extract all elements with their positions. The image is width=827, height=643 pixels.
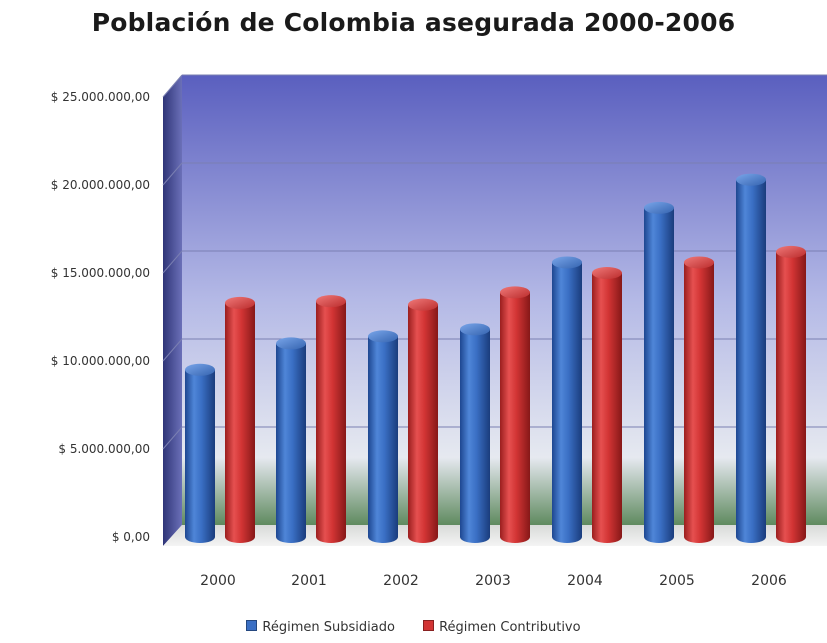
bar-subsidiado-2000 <box>185 363 215 543</box>
legend-swatch-contributivo <box>423 620 435 631</box>
bar-top <box>552 256 582 269</box>
x-tick-label: 2005 <box>659 573 695 589</box>
chart-floor <box>163 525 827 546</box>
bar-subsidiado-2002 <box>368 330 398 543</box>
y-axis: $ 0,00 $ 5.000.000,00 $ 10.000.000,00 $ 15.… <box>51 90 150 544</box>
bar-top <box>368 330 398 343</box>
chart-title: Población de Colombia asegurada 2000-200… <box>91 8 736 37</box>
bar-body <box>776 251 806 543</box>
legend: Régimen Subsidiado Régimen Contributivo <box>0 620 827 635</box>
bars <box>185 173 806 543</box>
bar-top <box>225 296 255 309</box>
bar-subsidiado-2005 <box>644 201 674 543</box>
bar-body <box>276 343 306 543</box>
bar-contributivo-2006 <box>776 245 806 543</box>
x-tick-label: 2006 <box>751 573 787 589</box>
bar-body <box>408 304 438 543</box>
bar-subsidiado-2003 <box>460 323 490 543</box>
bar-top <box>185 363 215 376</box>
bar-top <box>736 173 766 186</box>
legend-swatch-subsidiado <box>246 620 258 631</box>
bar-contributivo-2003 <box>500 286 530 543</box>
gridline-side <box>162 162 183 186</box>
bar-body <box>460 329 490 543</box>
bar-top <box>684 256 714 269</box>
bar-body <box>736 179 766 543</box>
legend-label-subsidiado: Régimen Subsidiado <box>262 620 395 635</box>
bar-top <box>500 286 530 299</box>
y-tick-label: $ 20.000.000,00 <box>51 178 150 192</box>
bar-contributivo-2002 <box>408 298 438 543</box>
legend-item-subsidiado: Régimen Subsidiado <box>246 620 395 635</box>
legend-label-contributivo: Régimen Contributivo <box>439 620 581 635</box>
y-tick-label: $ 5.000.000,00 <box>58 442 150 456</box>
gridline-side <box>162 74 183 98</box>
bar-top <box>460 323 490 336</box>
y-tick-label: $ 15.000.000,00 <box>51 266 150 280</box>
x-tick-label: 2001 <box>291 573 327 589</box>
bar-body <box>185 369 215 543</box>
bar-top <box>276 337 306 350</box>
bar-body <box>592 273 622 543</box>
chart-side-wall <box>163 75 182 546</box>
bar-subsidiado-2001 <box>276 337 306 543</box>
bar-contributivo-2000 <box>225 296 255 543</box>
bar-subsidiado-2004 <box>552 256 582 543</box>
bar-body <box>644 207 674 543</box>
bar-top <box>592 267 622 279</box>
bar-contributivo-2004 <box>592 267 622 543</box>
bar-top <box>316 295 346 308</box>
bar-top <box>776 245 806 258</box>
bar-body <box>316 301 346 543</box>
x-tick-label: 2004 <box>567 573 603 589</box>
gridline-side <box>162 426 183 450</box>
x-tick-label: 2002 <box>383 573 419 589</box>
chart-wall <box>163 75 827 546</box>
bar-top <box>408 298 438 311</box>
gridline-side <box>162 250 183 274</box>
bar-top <box>644 201 674 214</box>
legend-item-contributivo: Régimen Contributivo <box>423 620 581 635</box>
bar-subsidiado-2006 <box>736 173 766 543</box>
bar-body <box>500 292 530 543</box>
y-tick-label: $ 0,00 <box>112 530 150 544</box>
y-tick-label: $ 10.000.000,00 <box>51 354 150 368</box>
bar-contributivo-2005 <box>684 256 714 543</box>
gridline-side <box>162 338 183 362</box>
x-axis: 2000 2001 2002 2003 2004 2005 2006 <box>200 573 787 589</box>
bar-contributivo-2001 <box>316 295 346 543</box>
bar-body <box>225 302 255 543</box>
bar-body <box>684 262 714 543</box>
y-tick-label: $ 25.000.000,00 <box>51 90 150 104</box>
bar-body <box>552 262 582 543</box>
bar-body <box>368 336 398 543</box>
x-tick-label: 2003 <box>475 573 511 589</box>
x-tick-label: 2000 <box>200 573 236 589</box>
